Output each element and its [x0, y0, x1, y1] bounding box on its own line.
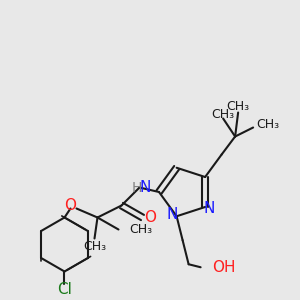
Text: CH₃: CH₃ [129, 223, 152, 236]
Text: N: N [140, 180, 151, 195]
Text: N: N [167, 207, 178, 222]
Text: O: O [144, 210, 156, 225]
Text: CH₃: CH₃ [83, 239, 106, 253]
Text: OH: OH [213, 260, 236, 275]
Text: Cl: Cl [57, 282, 72, 297]
Text: O: O [64, 198, 76, 213]
Text: CH₃: CH₃ [212, 107, 235, 121]
Text: CH₃: CH₃ [256, 118, 279, 131]
Text: H: H [131, 181, 142, 194]
Text: CH₃: CH₃ [226, 100, 250, 113]
Text: N: N [204, 201, 215, 216]
